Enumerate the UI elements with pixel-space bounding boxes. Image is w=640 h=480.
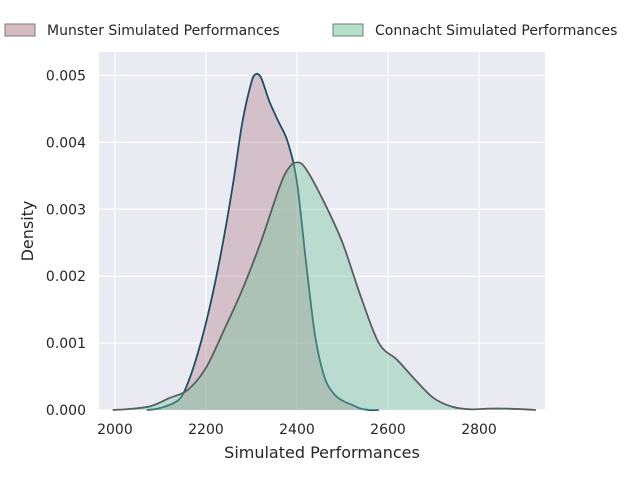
density-areas (112, 72, 536, 411)
y-tick-label: 0.002 (46, 269, 86, 285)
y-tick-labels: 0.000 0.001 0.002 0.003 0.004 0.005 (46, 68, 86, 419)
grid-lines (99, 52, 545, 411)
munster-density-line (146, 72, 379, 411)
y-tick-label: 0.001 (46, 336, 86, 352)
x-tick-label: 2600 (370, 422, 406, 438)
y-tick-label: 0.000 (46, 403, 86, 419)
x-axis-title: Simulated Performances (224, 443, 420, 462)
legend: Munster Simulated Performances Connacht … (4, 23, 617, 39)
y-axis-title: Density (18, 201, 37, 262)
munster-density-area (146, 73, 379, 411)
legend-label-munster: Munster Simulated Performances (47, 23, 280, 39)
y-tick-label: 0.005 (46, 68, 86, 84)
plot-area (99, 52, 545, 410)
connacht-density-line (112, 161, 536, 411)
legend-swatch-munster (4, 23, 36, 37)
x-tick-labels: 2000 2200 2400 2600 2800 (97, 422, 497, 438)
connacht-density-area (112, 162, 536, 410)
x-tick-label: 2400 (279, 422, 315, 438)
legend-label-connacht: Connacht Simulated Performances (375, 23, 617, 39)
x-tick-label: 2000 (97, 422, 133, 438)
y-tick-label: 0.004 (46, 135, 86, 151)
x-tick-label: 2200 (188, 422, 224, 438)
y-tick-label: 0.003 (46, 202, 86, 218)
x-tick-label: 2800 (461, 422, 497, 438)
legend-swatch-connacht (332, 23, 364, 37)
